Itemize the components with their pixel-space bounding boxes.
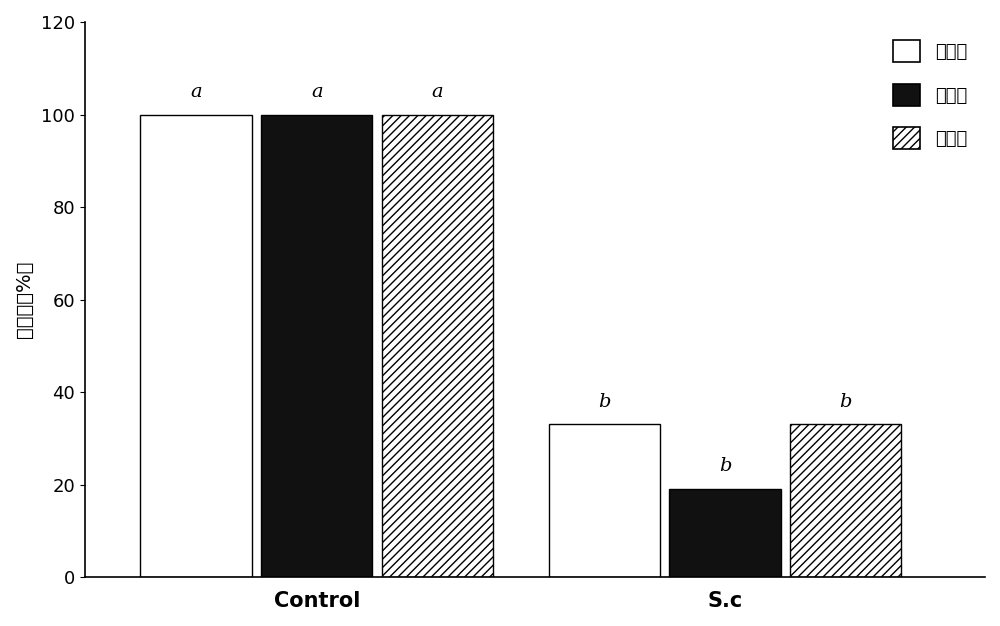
- Text: b: b: [598, 393, 611, 411]
- Text: a: a: [311, 83, 323, 101]
- Text: a: a: [432, 83, 443, 101]
- Legend: 青霉病, 灰霉病, 黑斜病: 青霉病, 灰霉病, 黑斜病: [884, 31, 976, 158]
- Bar: [549, 424, 660, 577]
- Bar: [790, 424, 901, 577]
- Text: b: b: [840, 393, 852, 411]
- Text: b: b: [719, 458, 731, 475]
- Bar: [382, 115, 493, 577]
- Bar: [261, 115, 372, 577]
- Text: a: a: [190, 83, 202, 101]
- Y-axis label: 发病率（%）: 发病率（%）: [15, 261, 34, 338]
- Bar: [140, 115, 252, 577]
- Bar: [669, 489, 781, 577]
